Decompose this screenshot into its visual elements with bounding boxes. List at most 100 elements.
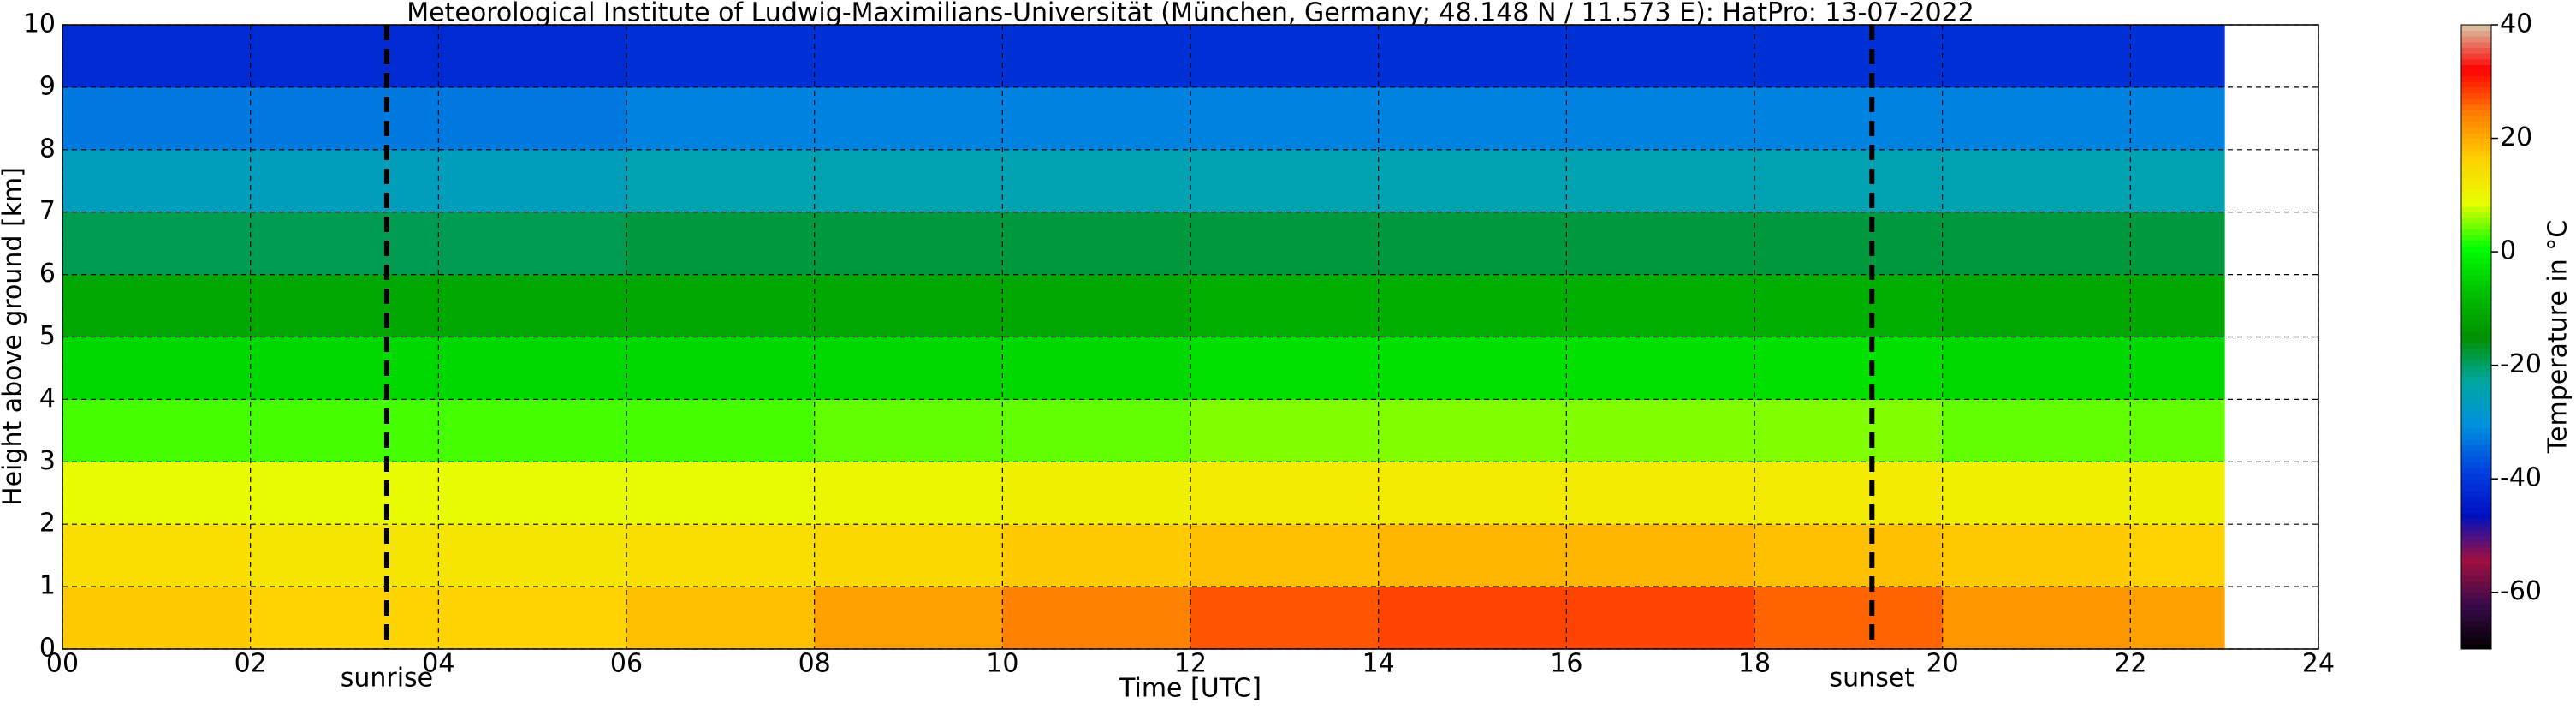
colorbar-segment <box>2461 274 2491 281</box>
heatmap-cell <box>626 399 816 462</box>
heatmap-cell <box>814 149 1003 213</box>
x-tick-label: 24 <box>2302 649 2335 679</box>
colorbar-frame <box>2460 24 2492 650</box>
heatmap-cell <box>1942 86 2131 151</box>
heatmap-cell <box>250 25 439 88</box>
colorbar-segment <box>2461 144 2491 151</box>
colorbar-segment <box>2461 450 2491 457</box>
heatmap-cell <box>1566 149 1755 213</box>
colorbar-segment <box>2461 410 2491 417</box>
heatmap-cell <box>1754 149 1944 213</box>
heatmap-cell <box>438 399 627 462</box>
heatmap-cell <box>62 337 252 400</box>
heatmap-cell <box>1002 587 1191 650</box>
colorbar-segment <box>2461 70 2491 77</box>
heatmap-cell <box>1942 587 2131 650</box>
heatmap-cell <box>250 274 439 337</box>
heatmap-cell <box>1190 274 1380 337</box>
y-tick-label: 5 <box>39 321 56 351</box>
heatmap-cell <box>626 149 816 213</box>
colorbar-segment <box>2461 194 2491 201</box>
colorbar-segment <box>2461 575 2491 581</box>
heatmap-cell <box>250 524 439 587</box>
colorbar-segment <box>2461 285 2491 292</box>
heatmap-cell <box>2130 274 2225 337</box>
heatmap-cell <box>62 399 252 462</box>
x-tick-label: 12 <box>1174 649 1207 679</box>
x-tick-label: 18 <box>1738 649 1771 679</box>
colorbar-segment <box>2461 371 2491 378</box>
y-tick-label: 0 <box>39 634 56 664</box>
colorbar-segment <box>2461 603 2491 611</box>
colorbar-segment <box>2461 382 2491 389</box>
colorbar-segment <box>2461 64 2491 71</box>
heatmap-cell <box>2130 212 2225 276</box>
colorbar-segment <box>2461 552 2491 559</box>
colorbar-segment <box>2461 217 2491 224</box>
colorbar-segment <box>2461 200 2491 207</box>
colorbar-segment <box>2461 81 2491 88</box>
x-tick-label: 06 <box>610 649 643 679</box>
y-axis-label: Height above ground [km] <box>0 167 28 506</box>
heatmap-cell <box>438 587 627 650</box>
heatmap-cell <box>1190 524 1380 587</box>
heatmap-cell <box>1942 337 2131 400</box>
colorbar-segment <box>2461 592 2491 599</box>
colorbar-segment <box>2461 433 2491 440</box>
y-tick-label: 1 <box>39 571 56 601</box>
colorbar-segment <box>2461 257 2491 264</box>
colorbar-segment <box>2461 268 2491 276</box>
colorbar-segment <box>2461 546 2491 553</box>
colorbar-segment <box>2461 405 2491 412</box>
heatmap-cell <box>1566 212 1755 276</box>
colorbar-segment <box>2461 138 2491 145</box>
heatmap-cell <box>626 25 816 88</box>
colorbar-segment <box>2461 25 2491 32</box>
heatmap-cell <box>1378 274 1567 337</box>
colorbar-segment <box>2461 121 2491 128</box>
heatmap-cell <box>1566 337 1755 400</box>
colorbar-segment <box>2461 393 2491 400</box>
colorbar-segment <box>2461 501 2491 508</box>
heatmap-cell <box>1190 149 1380 213</box>
heatmap-cell <box>2130 337 2225 400</box>
colorbar-segment <box>2461 302 2491 309</box>
heatmap-cell <box>1378 399 1567 462</box>
colorbar-segment <box>2461 155 2491 162</box>
colorbar-segment <box>2461 313 2491 321</box>
colorbar-segment <box>2461 535 2491 542</box>
colorbar-segment <box>2461 421 2491 429</box>
colorbar-segment <box>2461 620 2491 627</box>
colorbar-segment <box>2461 343 2491 349</box>
heatmap-cell <box>626 587 816 650</box>
heatmap-cell <box>1942 524 2131 587</box>
colorbar-segment <box>2461 223 2491 230</box>
colorbar-segment <box>2461 626 2491 633</box>
colorbar-segment <box>2461 496 2491 503</box>
colorbar-segment <box>2461 132 2491 140</box>
heatmap-cell <box>438 462 627 525</box>
colorbar-segment <box>2461 438 2491 445</box>
colorbar-segment <box>2461 58 2491 65</box>
heatmap-cell <box>250 86 439 151</box>
heatmap-cell <box>250 462 439 525</box>
colorbar-segment <box>2461 354 2491 360</box>
colorbar-segment <box>2461 563 2491 570</box>
colorbar-segment <box>2461 280 2491 287</box>
heatmap-cell <box>1378 337 1567 400</box>
colorbar-segment <box>2461 41 2491 49</box>
colorbar-segment <box>2461 427 2491 434</box>
x-tick-label: 00 <box>46 649 79 679</box>
colorbar-tick-label: -40 <box>2500 463 2542 493</box>
colorbar-segment <box>2461 189 2491 196</box>
heatmap-cell <box>438 337 627 400</box>
colorbar-segment <box>2461 104 2491 110</box>
colorbar-segment <box>2461 127 2491 134</box>
colorbar-segment <box>2461 462 2491 468</box>
colorbar-segment <box>2461 524 2491 531</box>
heatmap-cell <box>814 587 1003 650</box>
heatmap-cell <box>62 462 252 525</box>
y-tick-label: 10 <box>23 9 56 39</box>
heatmap-cell <box>1002 399 1191 462</box>
